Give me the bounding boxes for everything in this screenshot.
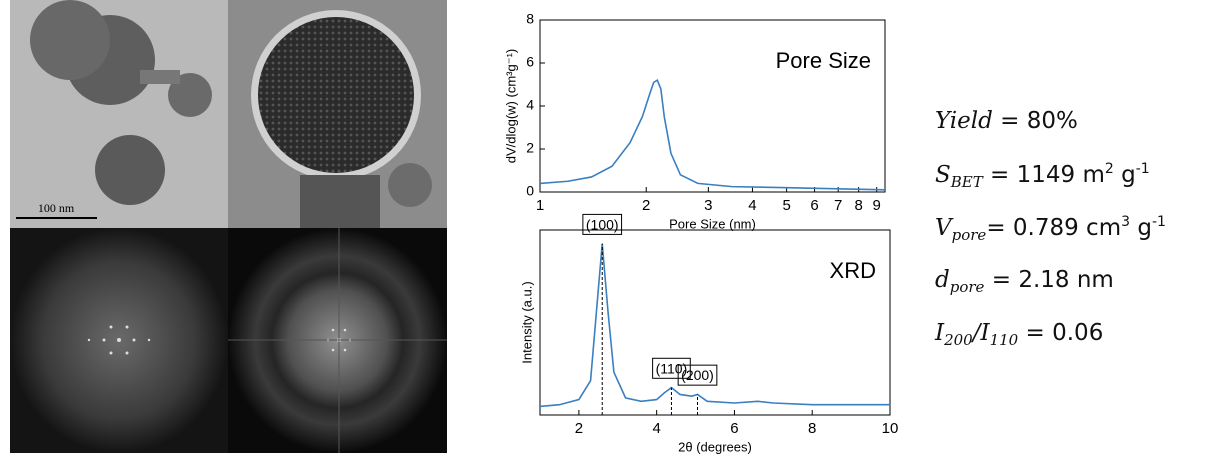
x-tick-label: 10 [882, 420, 899, 437]
x-tick-label: 2 [642, 197, 650, 214]
property-text: / [972, 320, 981, 346]
x-tick-label: 9 [873, 197, 881, 214]
property-text: = 0.06 [1018, 320, 1104, 346]
property-line: Yield = 80% [935, 108, 1166, 161]
y-tick-label: 8 [526, 11, 534, 27]
peak-label: (200) [681, 367, 714, 383]
property-text: V [935, 215, 952, 241]
property-text: BET [950, 173, 983, 191]
property-line: dpore = 2.18 nm [935, 267, 1166, 320]
property-text: I [980, 320, 990, 346]
property-text: 110 [989, 331, 1019, 349]
x-axis-label: Pore Size (nm) [669, 216, 756, 231]
property-line: Vpore= 0.789 cm3 g-1 [935, 214, 1166, 267]
peak-label-box [677, 364, 718, 386]
x-tick-label: 8 [854, 197, 862, 214]
y-tick-label: 0 [526, 183, 534, 199]
scale-bar-label: 100 nm [38, 201, 75, 215]
property-text: = 2.18 nm [984, 267, 1114, 293]
peak-label-box [652, 357, 691, 379]
property-text: g [1113, 162, 1136, 188]
property-text: = 1149 m [982, 162, 1105, 188]
peak-label: (100) [586, 216, 619, 232]
x-tick-label: 4 [748, 197, 756, 214]
y-tick-label: 2 [526, 140, 534, 156]
property-line: I200/I110 = 0.06 [935, 320, 1166, 373]
property-text: 3 [1121, 214, 1131, 230]
micrographs: 100 nm [10, 0, 447, 453]
property-text: S [935, 162, 951, 188]
property-line: SBET = 1149 m2 g-1 [935, 161, 1166, 214]
x-tick-label: 3 [704, 197, 712, 214]
data-line [539, 243, 890, 408]
property-text: 2 [1104, 161, 1114, 177]
property-text: Yield [935, 108, 993, 134]
property-text: = 0.789 cm [986, 215, 1122, 241]
property-text: -1 [1151, 214, 1166, 230]
peak-label-box [582, 213, 623, 235]
x-tick-label: 5 [782, 197, 790, 214]
y-tick-label: 4 [526, 97, 534, 113]
property-text: -1 [1135, 161, 1150, 177]
plot-frame [539, 19, 886, 193]
property-text: 200 [944, 331, 973, 349]
x-axis-label: 2θ (degrees) [678, 439, 752, 454]
property-text: = 80% [992, 108, 1078, 134]
peak-label: (110) [656, 360, 688, 376]
chart-annotation: Pore Size [776, 48, 871, 73]
plot-frame [539, 229, 891, 416]
y-tick-label: 6 [526, 54, 534, 70]
property-text: I [935, 320, 945, 346]
chart-annotation: XRD [830, 258, 876, 283]
x-tick-label: 4 [652, 420, 660, 437]
property-text: pore [951, 226, 987, 244]
property-text: d [935, 267, 950, 293]
property-text: pore [949, 278, 985, 296]
x-tick-label: 7 [834, 197, 842, 214]
property-text: g [1130, 215, 1152, 241]
y-axis-label: dV/dlog(w) (cm³g⁻¹) [503, 49, 518, 164]
data-line [539, 79, 886, 191]
properties: Yield = 80% SBET = 1149 m2 g-1 Vpore= 0.78… [935, 108, 1166, 373]
y-axis-label: Intensity (a.u.) [519, 281, 534, 363]
x-tick-label: 2 [575, 420, 583, 437]
x-tick-label: 1 [536, 197, 544, 214]
x-tick-label: 8 [808, 420, 816, 437]
x-tick-label: 6 [730, 420, 738, 437]
x-tick-label: 6 [810, 197, 818, 214]
